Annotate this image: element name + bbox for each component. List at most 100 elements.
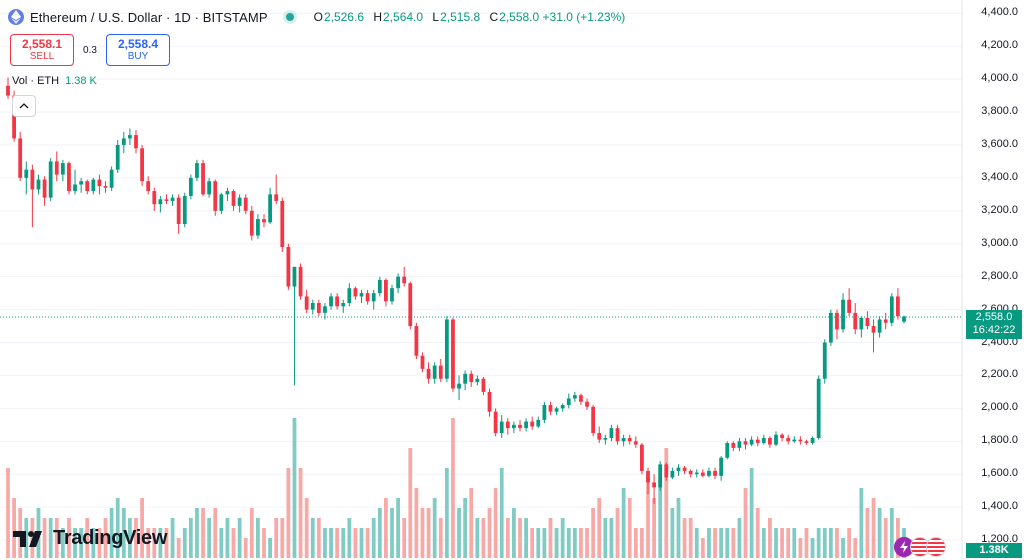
tradingview-logo[interactable]: TradingView bbox=[13, 527, 167, 550]
candle bbox=[883, 312, 888, 330]
candle bbox=[591, 405, 596, 437]
candle-body bbox=[420, 355, 425, 369]
candle bbox=[6, 77, 10, 99]
candle bbox=[554, 406, 559, 415]
candle bbox=[390, 284, 394, 305]
volume-bar bbox=[536, 528, 541, 558]
y-axis-tick-label: 2,200.0 bbox=[981, 368, 1018, 381]
candle-body bbox=[219, 194, 224, 211]
candle bbox=[402, 266, 407, 287]
candle-body bbox=[176, 197, 181, 224]
sell-button[interactable]: 2,558.1 SELL bbox=[10, 34, 74, 66]
candle-body bbox=[341, 303, 346, 307]
candle bbox=[755, 436, 760, 447]
candle-body bbox=[426, 368, 431, 379]
candle bbox=[432, 362, 437, 384]
candle-body bbox=[42, 179, 47, 198]
volume-bar bbox=[737, 518, 742, 558]
candle-body bbox=[268, 194, 272, 223]
volume-bar bbox=[743, 488, 748, 558]
volume-bar bbox=[304, 498, 309, 558]
candle-body bbox=[444, 319, 449, 379]
volume-bar bbox=[170, 518, 175, 558]
volume-bar bbox=[841, 538, 845, 558]
candle-body bbox=[36, 179, 41, 190]
candle-body bbox=[585, 401, 589, 407]
candle-body bbox=[877, 319, 882, 333]
candle bbox=[213, 179, 218, 216]
volume-bar bbox=[195, 508, 199, 558]
candle-body bbox=[853, 312, 858, 330]
candle-body bbox=[256, 219, 260, 236]
candle-body bbox=[688, 470, 693, 475]
candle-body bbox=[213, 181, 218, 211]
volume-bar bbox=[79, 528, 84, 558]
candle bbox=[597, 426, 602, 443]
candle-body bbox=[810, 438, 815, 443]
volume-bar bbox=[475, 518, 480, 558]
candle bbox=[97, 174, 102, 195]
y-axis-tick-label: 3,000.0 bbox=[981, 236, 1018, 249]
candle bbox=[518, 419, 522, 432]
volume-bar bbox=[414, 488, 419, 558]
candle bbox=[396, 273, 400, 294]
candle bbox=[560, 403, 565, 412]
candle-body bbox=[48, 161, 53, 198]
candle bbox=[444, 316, 449, 383]
candle bbox=[700, 469, 705, 478]
candle-body bbox=[469, 373, 474, 383]
candle bbox=[164, 194, 169, 205]
symbol-title[interactable]: Ethereum / U.S. Dollar · 1D · BITSTAMP bbox=[30, 9, 268, 25]
candle-body bbox=[792, 439, 797, 442]
open-value: 2,526.6 bbox=[323, 10, 364, 24]
volume-bar bbox=[609, 518, 614, 558]
volume-bar bbox=[12, 498, 16, 558]
candle-body bbox=[646, 470, 650, 483]
candle bbox=[18, 131, 23, 182]
candle-body bbox=[475, 378, 480, 383]
volume-bar bbox=[396, 498, 400, 558]
candle-body bbox=[889, 296, 894, 323]
candle bbox=[749, 436, 754, 447]
candle-body bbox=[524, 421, 528, 429]
candle bbox=[664, 462, 669, 481]
volume-bar bbox=[432, 498, 437, 558]
candle bbox=[426, 362, 431, 384]
volume-bar bbox=[755, 508, 760, 558]
buy-button[interactable]: 2,558.4 BUY bbox=[106, 34, 170, 66]
candle bbox=[652, 474, 656, 504]
volume-bar bbox=[310, 518, 315, 558]
volume-bar bbox=[853, 538, 858, 558]
candle-body bbox=[518, 424, 522, 429]
candle-body bbox=[481, 378, 486, 392]
volume-bar bbox=[871, 498, 876, 558]
candle bbox=[414, 322, 419, 359]
collapse-legend-button[interactable] bbox=[12, 95, 36, 117]
y-axis-tick-label: 3,200.0 bbox=[981, 203, 1018, 216]
candle-body bbox=[749, 439, 754, 445]
market-status-dot[interactable] bbox=[285, 13, 294, 21]
candle-body bbox=[560, 405, 565, 409]
trade-panel: 2,558.1 SELL 0.3 2,558.4 BUY bbox=[10, 34, 170, 66]
candle bbox=[847, 288, 852, 317]
candle-body bbox=[414, 326, 419, 356]
us-flag-icon-2[interactable] bbox=[926, 537, 946, 557]
buy-price: 2,558.4 bbox=[117, 37, 159, 51]
candle-body bbox=[158, 199, 163, 205]
candle bbox=[48, 158, 53, 201]
candle bbox=[268, 187, 272, 224]
volume-bar bbox=[682, 518, 687, 558]
candle-body bbox=[761, 438, 766, 443]
volume-bar bbox=[658, 478, 663, 558]
volume-bar bbox=[274, 518, 279, 558]
candle-body bbox=[499, 421, 504, 434]
candle bbox=[146, 176, 151, 195]
candle-body bbox=[542, 405, 547, 420]
candle bbox=[323, 303, 327, 320]
candle bbox=[548, 401, 553, 415]
candle-body bbox=[195, 163, 199, 178]
candle-body bbox=[554, 408, 559, 412]
candle bbox=[536, 416, 541, 429]
volume-legend[interactable]: Vol · ETH 1.38 K bbox=[12, 75, 97, 87]
